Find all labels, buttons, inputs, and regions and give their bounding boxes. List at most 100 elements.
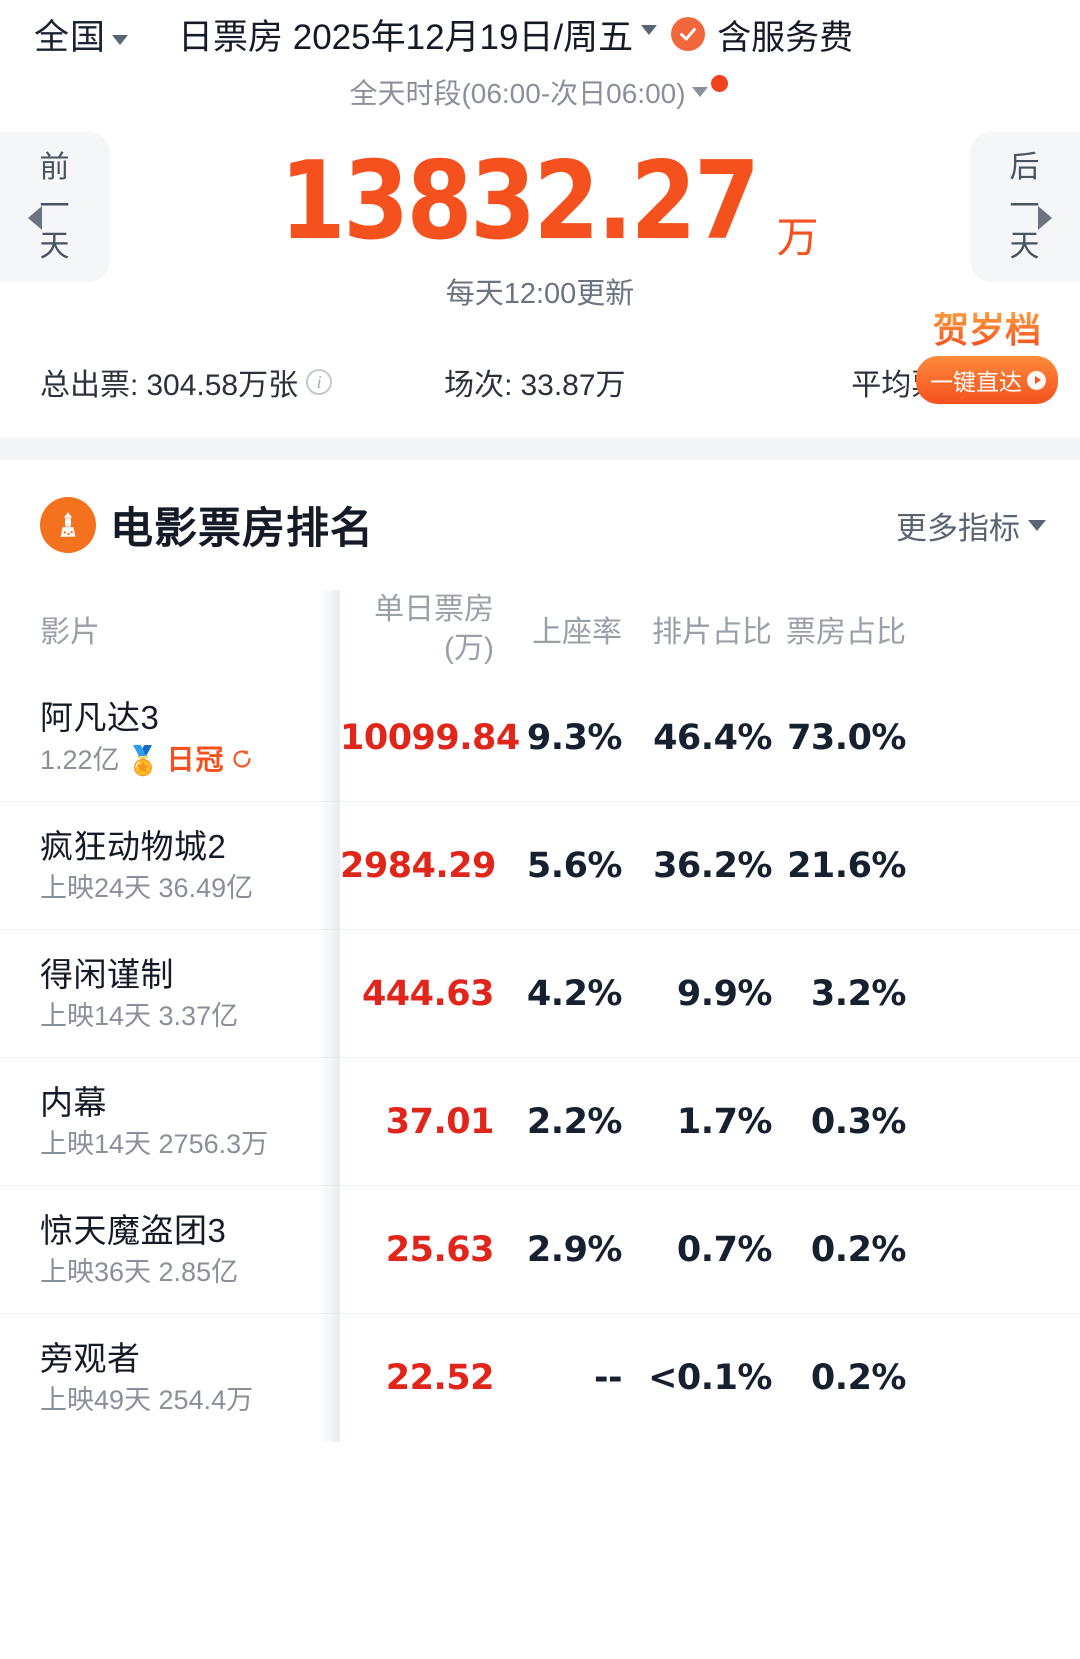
chevron-down-icon (112, 34, 129, 45)
column-header-daily: 单日票房 (万) (340, 590, 500, 668)
column-header-attendance: 上座率 (532, 616, 622, 649)
total-box-office-display: 13832.27 万 (0, 126, 1080, 264)
table-header-row: 影片 单日票房 (万) 上座率 排片占比 票房占比 (0, 590, 1080, 674)
table-row[interactable]: 阿凡达3 1.22亿 🏅 日冠 10099.84 9.3% 46.4% 73.0… (0, 674, 1080, 802)
prev-day-button[interactable]: 前 一 天 (0, 132, 110, 282)
hero-total-section: 前 一 天 后 一 天 13832.27 万 每天12:00更新 贺岁档 一键直达 (0, 126, 1080, 404)
film-release-info: 上映24天 36.49亿 (40, 872, 254, 903)
film-cell[interactable]: 内幕 上映14天 2756.3万 (0, 1084, 340, 1160)
boxshare-value: 73.0% (787, 717, 906, 758)
info-icon[interactable]: i (306, 369, 333, 395)
film-cell[interactable]: 疯狂动物城2 上映24天 36.49亿 (0, 828, 340, 904)
column-header-film: 影片 (40, 616, 100, 649)
film-release-info: 上映36天 2.85亿 (40, 1256, 239, 1287)
top-header-bar: 全国 日票房 2025年12月19日/周五 含服务费 (0, 0, 1080, 62)
film-cell[interactable]: 惊天魔盗团3 上映36天 2.85亿 (0, 1212, 340, 1288)
region-label: 全国 (34, 17, 107, 57)
daily-box-office-value: 10099.84 (340, 717, 520, 758)
stat-sessions-label: 场次: (444, 369, 513, 402)
box-office-table: 影片 单日票房 (万) 上座率 排片占比 票房占比 阿凡达3 1.22亿 🏅 日… (0, 590, 1080, 1442)
boxshare-value: 0.3% (810, 1101, 907, 1142)
attendance-value: 2.9% (526, 1229, 623, 1270)
daily-box-office-value: 22.52 (385, 1358, 495, 1398)
prev-day-line-2: 一 (39, 190, 71, 224)
film-subinfo: 上映14天 3.37亿 (40, 1000, 340, 1032)
film-name: 阿凡达3 (40, 699, 160, 737)
arrow-right-icon (1038, 206, 1052, 230)
showshare-value: 46.4% (653, 717, 772, 758)
film-cell[interactable]: 得闲谨制 上映14天 3.37亿 (0, 956, 340, 1032)
promo-button-label: 一键直达 (930, 369, 1022, 395)
promo-jump-button[interactable]: 一键直达 (916, 356, 1058, 404)
chevron-down-icon (641, 25, 658, 35)
table-row[interactable]: 疯狂动物城2 上映24天 36.49亿 2984.29 5.6% 36.2% 2… (0, 802, 1080, 930)
film-cumulative-total: 1.22亿 (40, 744, 120, 775)
total-box-office-value: 13832.27 (280, 139, 761, 264)
table-row[interactable]: 得闲谨制 上映14天 3.37亿 444.63 4.2% 9.9% 3.2% (0, 930, 1080, 1058)
attendance-value: 2.2% (526, 1101, 623, 1142)
notification-dot-icon (710, 74, 728, 92)
column-header-boxshare: 票房占比 (786, 616, 906, 649)
check-circle-icon[interactable] (671, 17, 706, 51)
stat-total-tickets-label: 总出票: (40, 369, 139, 402)
stat-sessions: 场次: 33.87万 (444, 360, 625, 404)
stat-total-tickets-value: 304.58万张 (146, 369, 299, 402)
time-range-label: 全天时段(06:00-次日06:00) (349, 78, 686, 109)
more-metrics-button[interactable]: 更多指标 (896, 503, 1046, 548)
film-release-info: 上映14天 2756.3万 (40, 1128, 269, 1159)
date-title-group[interactable]: 日票房 2025年12月19日/周五 含服务费 (178, 9, 853, 60)
film-name: 内幕 (40, 1083, 107, 1121)
bell-tower-icon (40, 497, 96, 553)
showshare-value: <0.1% (648, 1358, 772, 1398)
arrow-left-icon (28, 206, 42, 230)
film-name: 惊天魔盗团3 (40, 1211, 227, 1249)
attendance-value: -- (593, 1358, 623, 1398)
prev-day-line-3: 天 (39, 229, 71, 263)
page-title: 日票房 2025年12月19日/周五 (178, 17, 634, 57)
showshare-value: 36.2% (653, 845, 772, 886)
showshare-value: 9.9% (676, 973, 773, 1014)
film-name: 旁观者 (40, 1340, 141, 1378)
refresh-icon[interactable] (230, 747, 254, 778)
more-metrics-label: 更多指标 (896, 510, 1020, 546)
attendance-value: 5.6% (526, 845, 623, 886)
showshare-value: 1.7% (676, 1101, 773, 1142)
region-selector[interactable]: 全国 (34, 9, 129, 60)
day-champion-badge: 日冠 (166, 744, 225, 776)
ranking-title: 电影票房排名 (110, 505, 374, 553)
service-fee-label: 含服务费 (717, 18, 854, 57)
stat-sessions-value: 33.87万 (520, 369, 626, 402)
table-row[interactable]: 旁观者 上映49天 254.4万 22.52 -- <0.1% 0.2% (0, 1314, 1080, 1442)
film-name: 得闲谨制 (40, 955, 174, 993)
film-subinfo: 上映49天 254.4万 (40, 1385, 340, 1416)
prev-day-line-1: 前 (39, 150, 71, 184)
boxshare-value: 0.2% (810, 1358, 907, 1398)
film-cell[interactable]: 旁观者 上映49天 254.4万 (0, 1340, 340, 1416)
section-divider (0, 438, 1080, 460)
column-header-daily-unit: (万) (444, 632, 494, 665)
film-name: 疯狂动物城2 (40, 827, 227, 865)
film-subinfo: 1.22亿 🏅 日冠 (40, 744, 340, 778)
film-subinfo: 上映24天 36.49亿 (40, 872, 340, 904)
film-cell[interactable]: 阿凡达3 1.22亿 🏅 日冠 (0, 699, 340, 776)
promo-banner[interactable]: 贺岁档 一键直达 (902, 312, 1072, 404)
film-release-info: 上映14天 3.37亿 (40, 1000, 239, 1031)
next-day-line-1: 后 (1009, 150, 1041, 184)
promo-title: 贺岁档 (902, 312, 1072, 348)
daily-box-office-value: 2984.29 (340, 845, 496, 886)
daily-box-office-value: 37.01 (385, 1101, 495, 1142)
showshare-value: 0.7% (676, 1229, 773, 1270)
daily-box-office-value: 25.63 (385, 1229, 495, 1270)
next-day-button[interactable]: 后 一 天 (970, 132, 1080, 282)
film-subinfo: 上映36天 2.85亿 (40, 1256, 340, 1288)
attendance-value: 4.2% (526, 973, 623, 1014)
next-day-line-3: 天 (1009, 229, 1041, 263)
chevron-down-icon (1028, 519, 1046, 531)
column-header-daily-label: 单日票房 (374, 593, 494, 626)
time-range-selector[interactable]: 全天时段(06:00-次日06:00) (0, 72, 1080, 112)
table-row[interactable]: 内幕 上映14天 2756.3万 37.01 2.2% 1.7% 0.3% (0, 1058, 1080, 1186)
total-box-office-unit: 万 (776, 214, 819, 261)
medal-icon: 🏅 (125, 745, 161, 777)
table-row[interactable]: 惊天魔盗团3 上映36天 2.85亿 25.63 2.9% 0.7% 0.2% (0, 1186, 1080, 1314)
